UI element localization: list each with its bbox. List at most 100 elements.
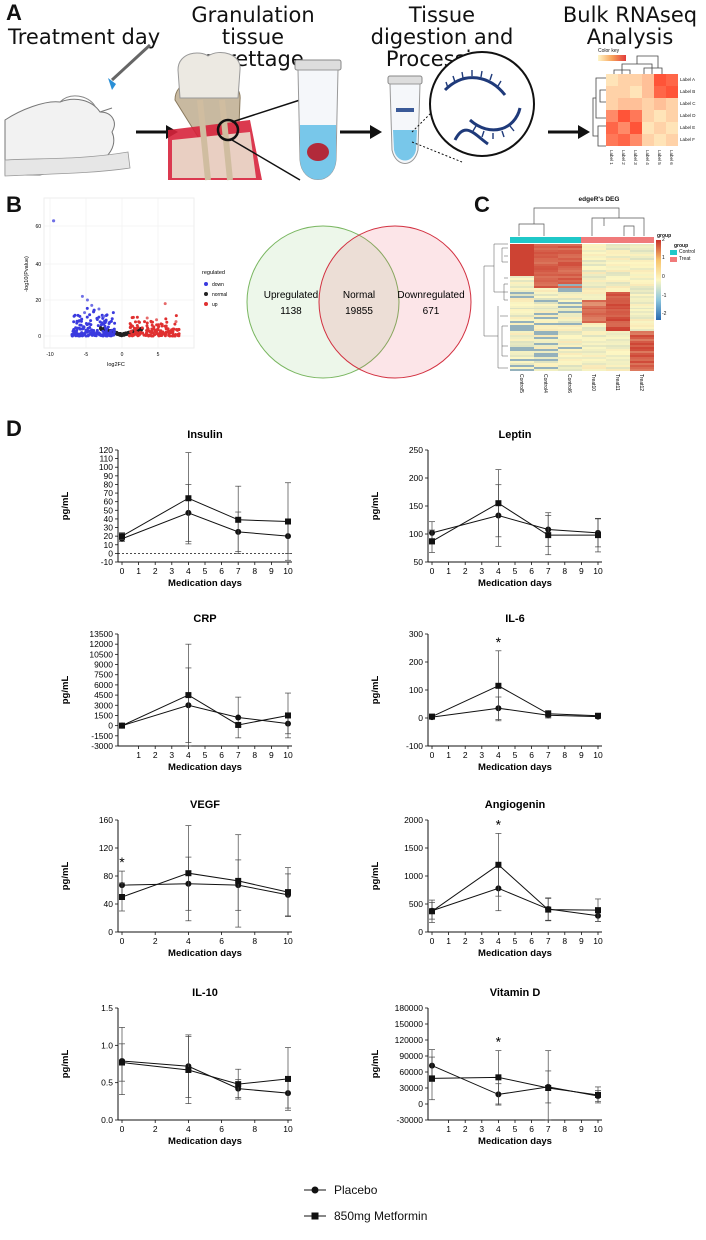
volcano-point — [77, 319, 81, 323]
deg-heatmap-cell — [534, 337, 559, 340]
deg-heatmap-cell — [630, 343, 654, 346]
volcano-point — [86, 333, 90, 337]
deg-heatmap-cell — [630, 327, 654, 330]
volcano-plot: -10 -5 0 5 0 20 40 60 log2FC -log10(Pval… — [24, 197, 227, 368]
volcano-point — [102, 314, 106, 318]
x-axis-label: Medication days — [168, 578, 242, 589]
deg-heatmap-cell — [510, 269, 535, 273]
deg-heatmap-cell — [606, 339, 631, 342]
volcano-point — [155, 318, 159, 322]
x-tick-label: 10 — [283, 1124, 293, 1134]
deg-heatmap-cell — [630, 349, 654, 352]
volcano-xtick: 5 — [157, 352, 160, 358]
deg-heatmap-cell — [630, 337, 654, 340]
x-tick-label: 4 — [496, 566, 501, 576]
panel-d-letter: D — [6, 416, 22, 441]
deg-heatmap-cell — [534, 249, 559, 253]
deg-heatmap-cell — [534, 307, 559, 310]
volcano-point — [128, 322, 132, 326]
volcano-point — [173, 322, 177, 326]
deg-heatmap-cell — [534, 257, 559, 261]
y-tick-label: 2000 — [404, 815, 423, 825]
placebo-line — [121, 704, 289, 727]
y-tick-label: 13500 — [89, 629, 113, 639]
deg-heatmap-cell — [606, 327, 631, 330]
deg-heatmap-cell — [606, 353, 631, 356]
deg-heatmap-cell — [630, 247, 654, 251]
y-tick-label: 110 — [99, 454, 113, 464]
deg-heatmap-cell — [558, 347, 583, 350]
deg-heatmap-cell — [606, 279, 631, 283]
x-tick-label: 10 — [283, 566, 293, 576]
x-tick-label: 2 — [463, 936, 468, 946]
deg-heatmap-cell — [606, 317, 631, 320]
x-tick-label: 3 — [169, 566, 174, 576]
deg-heatmap-cell — [630, 339, 654, 342]
x-axis-label: Medication days — [478, 1136, 552, 1147]
volcano-point — [85, 306, 89, 310]
deg-heatmap-cell — [558, 259, 583, 263]
deg-heatmap-cell — [606, 244, 631, 247]
deg-heatmap-cell — [630, 331, 654, 334]
deg-heatmap-cell — [534, 267, 559, 271]
volcano-point — [79, 323, 83, 327]
metformin-point — [495, 500, 502, 507]
heatmap-cell — [606, 74, 618, 86]
group-bar-control — [510, 237, 581, 243]
panel-c-letter: C — [474, 192, 490, 217]
deg-heatmap-cell — [558, 363, 583, 366]
deg-heatmap-cell — [630, 257, 654, 261]
significance-star: * — [496, 816, 502, 832]
deg-heatmap-cell — [582, 361, 607, 364]
heatmap-cell — [666, 134, 678, 146]
deg-heatmap-cell — [534, 281, 559, 285]
volcano-point — [150, 327, 154, 331]
y-tick-label: 30 — [104, 523, 114, 533]
volcano-point — [127, 333, 131, 337]
heatmap-col-label: Label 5 — [657, 150, 662, 165]
deg-heatmap-cell — [534, 315, 559, 318]
heatmap-cell — [666, 98, 678, 110]
y-tick-label: 0 — [418, 927, 423, 937]
legend-placebo-label: Placebo — [334, 1183, 378, 1197]
deg-heatmap-cell — [534, 367, 559, 370]
deg-heatmap-cell — [510, 343, 535, 346]
deg-heatmap-cell — [534, 285, 559, 289]
volcano-point — [164, 332, 168, 336]
metformin-line — [431, 502, 598, 542]
y-tick-label: 20 — [104, 531, 114, 541]
x-tick-label: 5 — [203, 750, 208, 760]
deg-heatmap-cell — [534, 361, 559, 364]
deg-heatmap-cell — [606, 363, 631, 366]
deg-heatmap-cell — [558, 343, 583, 346]
deg-heatmap-cell — [582, 327, 607, 330]
x-tick-label: 9 — [269, 566, 274, 576]
deg-heatmap-cell — [510, 315, 535, 318]
deg-heatmap-cell — [558, 335, 583, 338]
deg-heatmap-cell — [558, 321, 583, 324]
deg-heatmap-cell — [606, 251, 631, 255]
y-tick-label: 0 — [108, 548, 113, 558]
deg-heatmap-cell — [630, 279, 654, 283]
volcano-point — [104, 319, 108, 323]
x-tick-label: 9 — [269, 750, 274, 760]
heatmap-cell — [666, 86, 678, 98]
deg-heatmap-cell — [582, 247, 607, 251]
deg-heatmap-cell — [582, 297, 607, 301]
scale-tick: -2 — [662, 311, 667, 317]
volcano-point — [157, 334, 161, 338]
volcano-xtick: -10 — [46, 352, 53, 358]
metformin-point — [495, 682, 502, 689]
deg-heatmap-cell — [510, 285, 535, 289]
deg-heatmap-cell — [534, 329, 559, 332]
volcano-legend-down: down — [212, 282, 224, 288]
col-label: Control6 — [566, 374, 572, 393]
deg-heatmap-cell — [558, 305, 583, 308]
deg-heatmap-cell — [534, 277, 559, 281]
deg-heatmap-cell — [534, 251, 559, 255]
deg-heatmap-cell — [558, 309, 583, 312]
deg-heatmap-cell — [582, 359, 607, 362]
chart-title: Vitamin D — [490, 987, 541, 999]
deg-heatmap-cell — [558, 359, 583, 362]
heatmap-col-label: Label 2 — [621, 150, 626, 165]
